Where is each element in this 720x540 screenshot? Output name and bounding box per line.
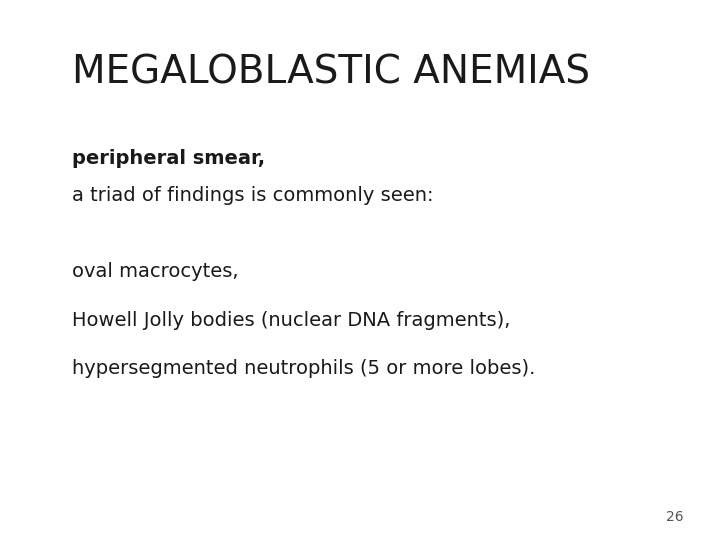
Text: oval macrocytes,: oval macrocytes, xyxy=(72,262,238,281)
Text: a triad of findings is commonly seen:: a triad of findings is commonly seen: xyxy=(72,186,433,205)
Text: peripheral smear,: peripheral smear, xyxy=(72,148,265,167)
Text: MEGALOBLASTIC ANEMIAS: MEGALOBLASTIC ANEMIAS xyxy=(72,54,590,92)
Text: hypersegmented neutrophils (5 or more lobes).: hypersegmented neutrophils (5 or more lo… xyxy=(72,359,536,378)
Text: 26: 26 xyxy=(667,510,684,524)
Text: Howell Jolly bodies (nuclear DNA fragments),: Howell Jolly bodies (nuclear DNA fragmen… xyxy=(72,310,510,329)
